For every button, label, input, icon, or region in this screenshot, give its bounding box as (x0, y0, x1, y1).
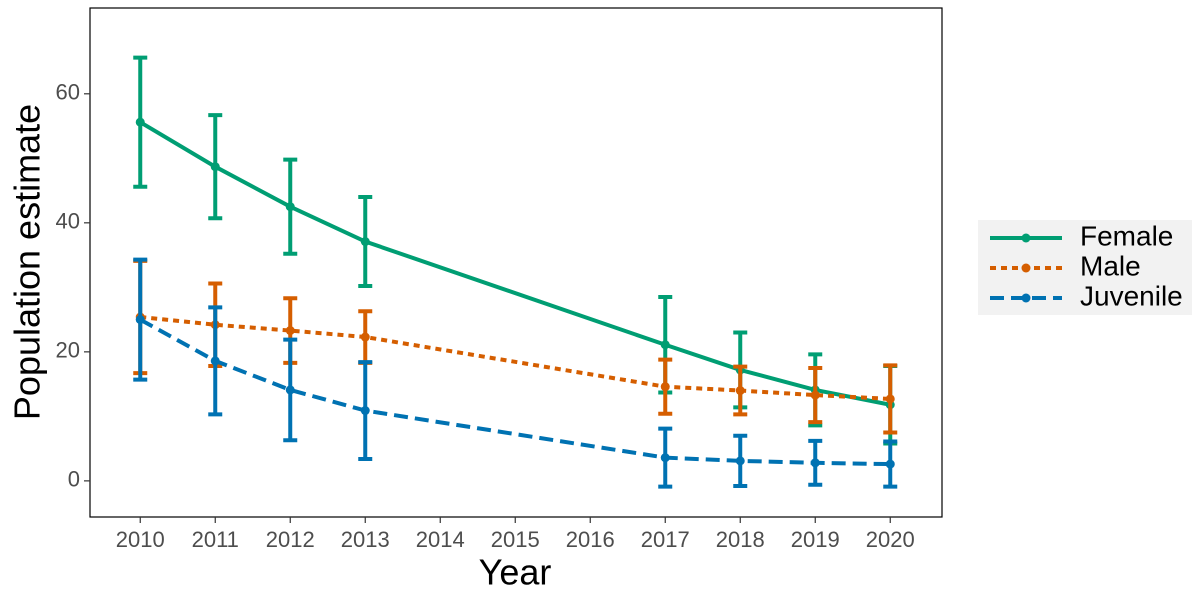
x-tick-label: 2019 (791, 527, 840, 552)
point (660, 340, 670, 350)
point (360, 237, 370, 247)
point (210, 356, 220, 366)
x-tick-label: 2015 (491, 527, 540, 552)
legend-point (1021, 263, 1031, 273)
point (210, 162, 220, 172)
y-tick-label: 60 (56, 80, 80, 105)
x-tick-label: 2020 (866, 527, 915, 552)
point (360, 332, 370, 342)
point (135, 315, 145, 325)
point (885, 459, 895, 469)
point (660, 382, 670, 392)
x-axis-title: Year (479, 552, 552, 593)
series-line (139, 120, 891, 407)
y-axis-title: Population estimate (7, 104, 48, 420)
legend-point (1021, 233, 1031, 243)
point (285, 326, 295, 336)
point (285, 202, 295, 212)
point (810, 458, 820, 468)
series-line (140, 315, 891, 401)
legend-label: Female (1080, 220, 1173, 251)
point (885, 394, 895, 404)
x-tick-label: 2012 (266, 527, 315, 552)
x-tick-label: 2011 (192, 527, 239, 552)
point (135, 117, 145, 127)
y-tick-label: 20 (56, 338, 80, 363)
point (285, 385, 295, 395)
point (735, 386, 745, 396)
legend-label: Juvenile (1080, 280, 1183, 311)
y-tick-label: 0 (68, 467, 80, 492)
x-tick-label: 2018 (716, 527, 765, 552)
point (735, 456, 745, 466)
legend-point (1021, 293, 1031, 303)
x-tick-label: 2013 (341, 527, 390, 552)
y-tick-label: 40 (56, 209, 80, 234)
point (360, 406, 370, 416)
point (660, 453, 670, 463)
series-line (139, 317, 891, 467)
legend-label: Male (1080, 250, 1141, 281)
x-tick-label: 2017 (641, 527, 690, 552)
x-tick-label: 2014 (416, 527, 465, 552)
plot-panel (89, 7, 943, 518)
x-tick-label: 2016 (566, 527, 615, 552)
point (810, 390, 820, 400)
x-tick-label: 2010 (116, 527, 165, 552)
